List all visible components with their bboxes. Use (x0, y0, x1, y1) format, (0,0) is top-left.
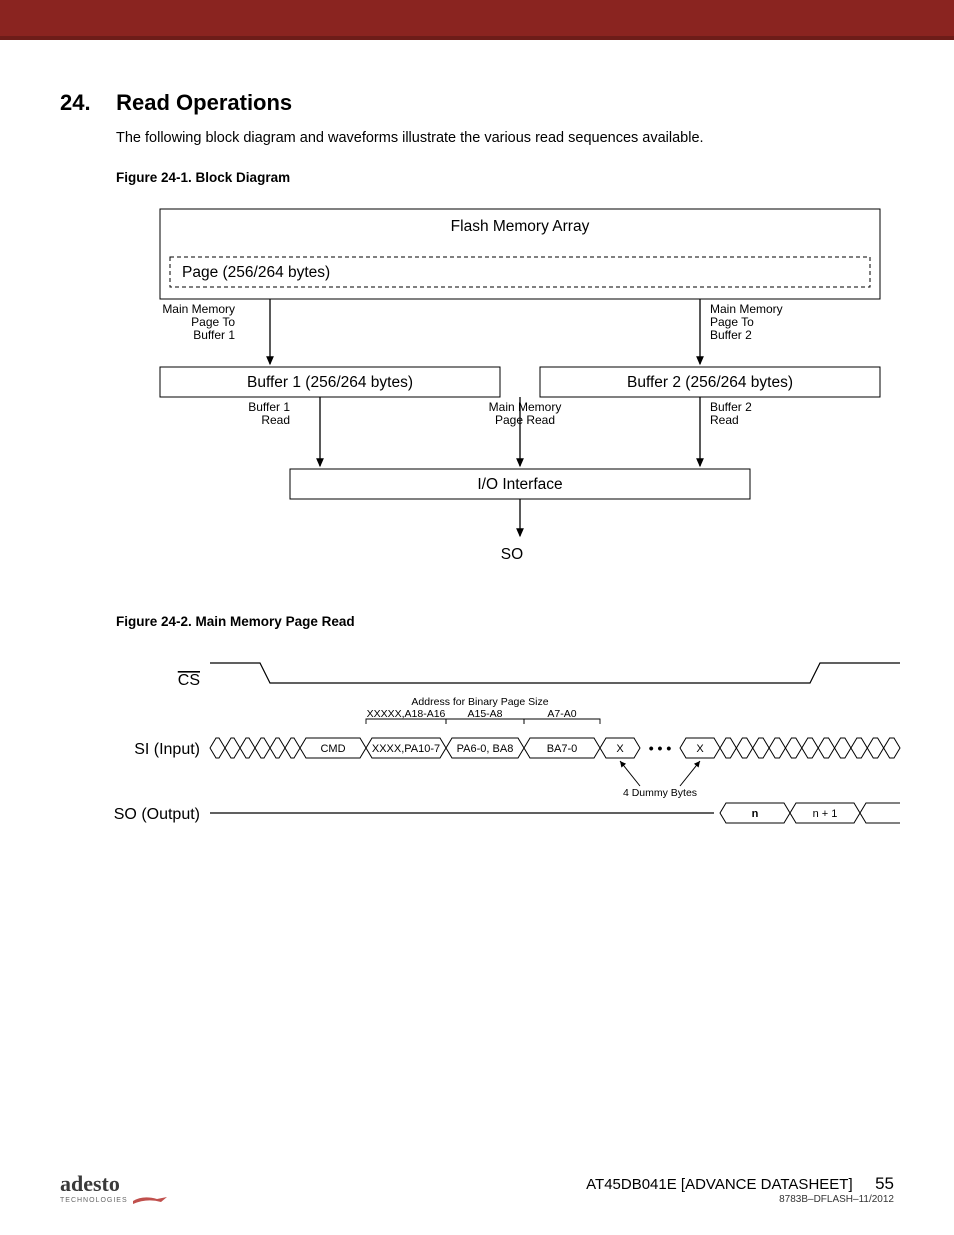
page-number: 55 (875, 1174, 894, 1193)
svg-text:BA7-0: BA7-0 (547, 743, 578, 755)
figure-1-text: Block Diagram (196, 170, 291, 185)
svg-text:Buffer 2 (256/264 bytes): Buffer 2 (256/264 bytes) (627, 374, 793, 391)
svg-text:Buffer 1 (256/264 bytes): Buffer 1 (256/264 bytes) (247, 374, 413, 391)
figure-1-caption: Figure 24-1. Block Diagram (116, 170, 894, 185)
svg-text:SO (Output): SO (Output) (114, 806, 200, 823)
swoosh-icon (133, 1195, 167, 1205)
svg-text:Buffer 1: Buffer 1 (248, 400, 290, 414)
logo-subtext: TECHNOLOGIES (60, 1195, 167, 1205)
svg-text:4 Dummy Bytes: 4 Dummy Bytes (623, 787, 697, 799)
section-title-text: Read Operations (116, 90, 292, 115)
header-bar (0, 0, 954, 40)
svg-text:Read: Read (261, 413, 290, 427)
figure-2-text: Main Memory Page Read (196, 614, 355, 629)
figure-2-diagram: CS SI (Input) SO (Output) Address for Binar… (100, 643, 894, 848)
svg-text:Page (256/264 bytes): Page (256/264 bytes) (182, 264, 330, 281)
figure-2-caption: Figure 24-2. Main Memory Page Read (116, 614, 894, 629)
svg-text:Page Read: Page Read (495, 413, 555, 427)
svg-text:A7-A0: A7-A0 (547, 708, 576, 720)
svg-text:Read: Read (710, 413, 739, 427)
svg-text:• • •: • • • (649, 740, 672, 756)
svg-text:CMD: CMD (320, 743, 345, 755)
doc-title: AT45DB041E [ADVANCE DATASHEET] (586, 1176, 852, 1193)
svg-text:PA6-0, BA8: PA6-0, BA8 (457, 743, 514, 755)
svg-text:Buffer 2: Buffer 2 (710, 328, 752, 342)
svg-text:SI (Input): SI (Input) (134, 741, 200, 758)
svg-text:Buffer 1: Buffer 1 (193, 328, 235, 342)
svg-text:X: X (696, 743, 704, 755)
figure-1-prefix: Figure 24-1. (116, 170, 192, 185)
svg-text:CS: CS (178, 672, 200, 689)
svg-text:Page To: Page To (191, 315, 235, 329)
doc-id-block: AT45DB041E [ADVANCE DATASHEET] 55 8783B–… (586, 1174, 894, 1205)
section-heading: 24. Read Operations (60, 90, 894, 116)
svg-text:SO: SO (501, 546, 523, 563)
svg-text:Main Memory: Main Memory (162, 302, 235, 316)
svg-text:n + 1: n + 1 (813, 808, 838, 820)
logo-text: adesto (60, 1173, 167, 1195)
page-content: 24. Read Operations The following block … (0, 40, 954, 1235)
section-intro: The following block diagram and waveform… (116, 130, 894, 146)
doc-revision: 8783B–DFLASH–11/2012 (586, 1194, 894, 1205)
section-number: 24. (60, 90, 110, 116)
svg-text:X: X (616, 743, 624, 755)
svg-text:Main Memory: Main Memory (710, 302, 783, 316)
svg-text:n: n (752, 808, 759, 820)
logo-block: adesto TECHNOLOGIES (60, 1173, 167, 1205)
svg-text:Buffer 2: Buffer 2 (710, 400, 752, 414)
page-footer: adesto TECHNOLOGIES AT45DB041E [ADVANCE … (60, 1173, 894, 1205)
svg-text:Address for Binary Page Size: Address for Binary Page Size (411, 696, 548, 708)
figure-2-prefix: Figure 24-2. (116, 614, 192, 629)
svg-text:Main Memory: Main Memory (489, 400, 562, 414)
svg-text:XXXXX,A18-A16: XXXXX,A18-A16 (367, 708, 446, 720)
svg-text:Flash Memory Array: Flash Memory Array (451, 218, 590, 235)
svg-text:XXXX,PA10-7: XXXX,PA10-7 (372, 743, 440, 755)
svg-text:I/O Interface: I/O Interface (477, 476, 562, 493)
svg-text:A15-A8: A15-A8 (467, 708, 502, 720)
svg-text:Page To: Page To (710, 315, 754, 329)
figure-1-diagram: Flash Memory Array Page (256/264 bytes) Bu… (140, 199, 894, 584)
